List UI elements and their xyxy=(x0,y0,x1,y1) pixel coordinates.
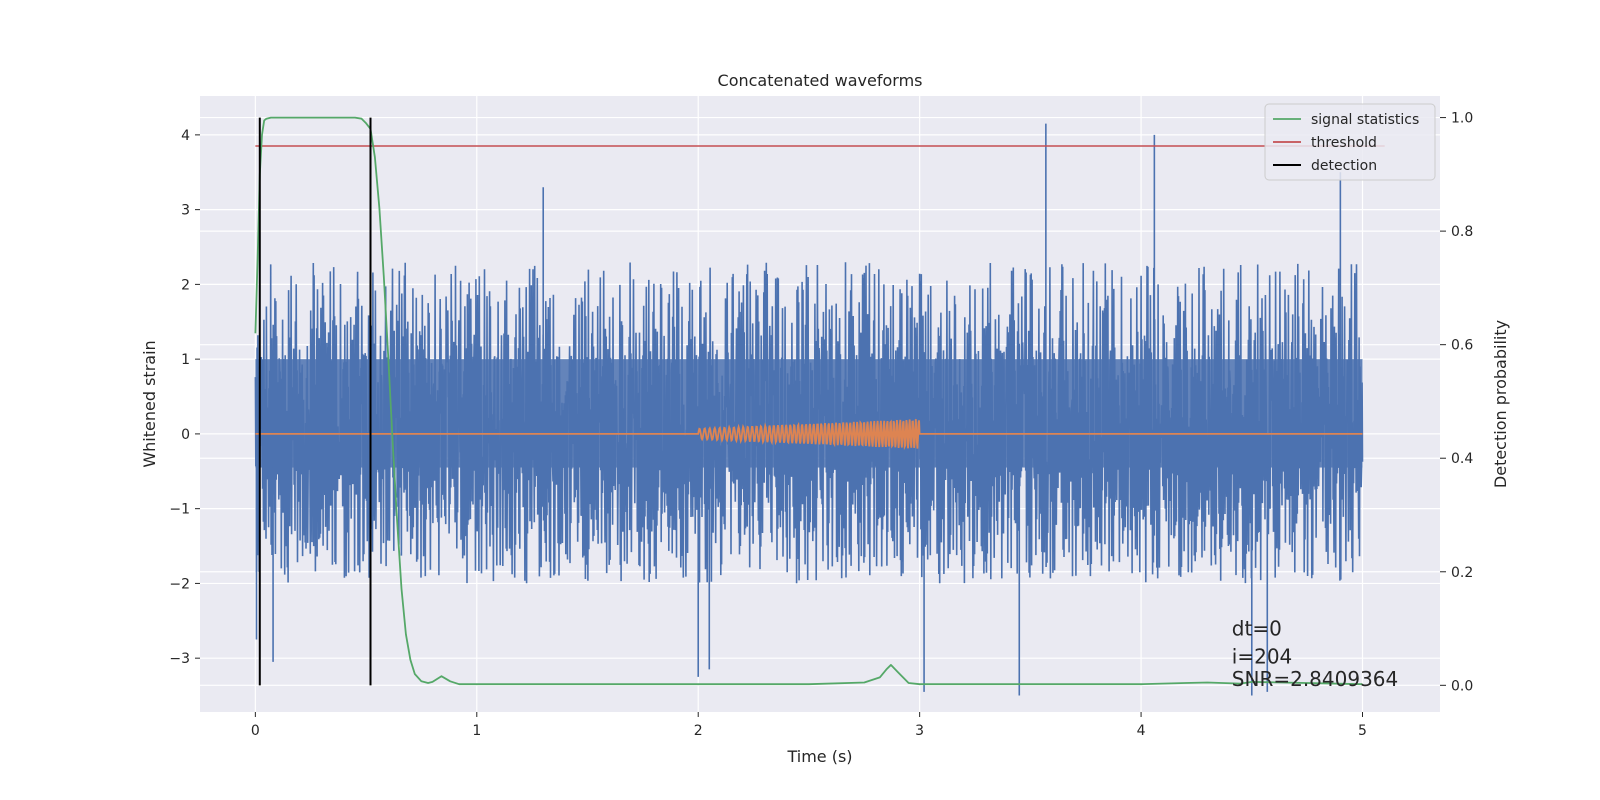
x-tick-label-4: 4 xyxy=(1137,723,1146,739)
ticks: 0 1 2 3 4 5 −3 −2 −1 0 1 2 3 4 0.0 0.2 0.4 0.6 0.8 1.0 xyxy=(169,111,1473,739)
legend-box xyxy=(1264,103,1436,181)
y-right-tick-label-0: 0.0 xyxy=(1451,678,1473,694)
y-right-tick-label-5: 1.0 xyxy=(1451,111,1473,127)
y-tick-label-0: −3 xyxy=(169,651,190,667)
annotation-0: dt=0 xyxy=(1232,617,1282,641)
x-axis-label: Time (s) xyxy=(786,747,852,766)
legend-entry-2: detection xyxy=(1311,158,1377,174)
chart-title: Concatenated waveforms xyxy=(718,71,923,90)
series-layer xyxy=(254,116,1385,696)
y-axis-label: Whitened strain xyxy=(140,340,159,467)
y-tick-label-2: −1 xyxy=(169,502,190,518)
x-tick-label-3: 3 xyxy=(915,723,924,739)
y-right-tick-label-3: 0.6 xyxy=(1451,338,1473,354)
injection-series xyxy=(255,419,1363,451)
x-tick-label-0: 0 xyxy=(251,723,260,739)
x-tick-label-1: 1 xyxy=(472,723,481,739)
signal-statistics-series xyxy=(254,116,1363,686)
y-right-tick-label-4: 0.8 xyxy=(1451,224,1473,240)
legend-entry-0: signal statistics xyxy=(1311,112,1419,128)
legend-entry-1: threshold xyxy=(1311,135,1377,151)
annotation-1: i=204 xyxy=(1232,644,1293,668)
annotation-2: SNR=2.8409364 xyxy=(1232,667,1398,691)
y-tick-label-1: −2 xyxy=(169,576,190,592)
y-right-tick-label-1: 0.2 xyxy=(1451,565,1473,581)
y-axis-right-label: Detection probability xyxy=(1491,320,1510,488)
y-tick-label-4: 1 xyxy=(181,352,190,368)
y-tick-label-5: 2 xyxy=(181,277,190,293)
x-tick-label-2: 2 xyxy=(694,723,703,739)
y-tick-label-3: 0 xyxy=(181,427,190,443)
y-tick-label-7: 4 xyxy=(181,128,190,144)
x-tick-label-5: 5 xyxy=(1358,723,1367,739)
y-tick-label-6: 3 xyxy=(181,203,190,219)
legend: signal statistics threshold detection xyxy=(1264,103,1436,181)
strain-band xyxy=(255,359,1363,468)
y-right-tick-label-2: 0.4 xyxy=(1451,451,1473,467)
